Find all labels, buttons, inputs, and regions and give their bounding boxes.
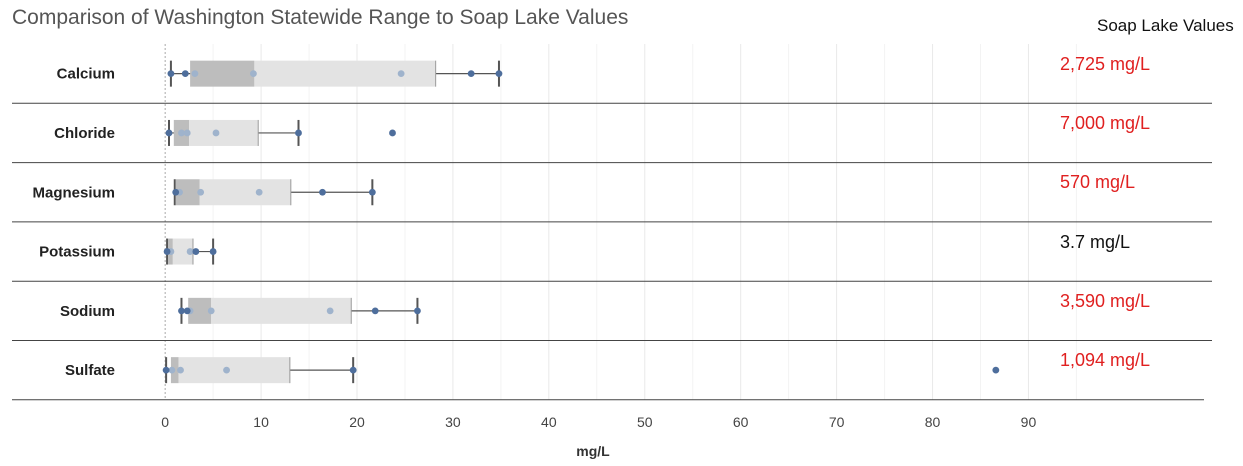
data-point-light [186,248,194,255]
data-point-light [207,307,215,315]
data-point [389,129,396,137]
data-point [349,366,357,374]
data-point [368,188,376,196]
data-point-light [250,70,257,78]
x-tick-label: 0 [161,414,169,430]
x-tick-label: 80 [925,414,941,430]
data-point [167,70,175,78]
data-point-light [212,129,220,137]
data-point [319,188,326,196]
data-point [414,307,421,315]
data-point-light [255,188,263,196]
data-point [467,70,475,78]
category-label: Sodium [60,303,115,320]
row-chloride: Chloride [12,119,1212,164]
data-point [295,129,302,137]
category-label: Chloride [54,125,115,142]
data-point-light [397,70,405,78]
soap-lake-value-calcium: 2,725 mg/L [1060,53,1151,74]
data-point-light [191,70,199,78]
box-upper-half [178,357,290,384]
data-point-light [177,366,184,374]
data-point-light [183,129,191,137]
row-potassium: Potassium [12,238,1212,282]
data-point [163,248,171,255]
data-point-light [178,129,185,137]
x-tick-label: 20 [349,414,365,430]
data-point [209,248,217,255]
data-point [371,307,379,315]
category-label: Calcium [57,66,115,83]
box-upper-half [254,60,436,87]
box-lower-half [188,297,212,324]
x-axis-ticks: 0 10 20 30 40 50 60 70 80 90 [161,414,1036,430]
box-upper-half [199,179,291,206]
data-point-light [326,307,334,315]
soap-lake-values-header: Soap Lake Values [1097,16,1234,35]
data-point [495,70,503,78]
category-label: Potassium [39,244,115,261]
x-tick-label: 60 [733,414,749,430]
data-point [172,188,180,196]
soap-lake-value-chloride: 7,000 mg/L [1060,112,1151,133]
category-label: Magnesium [32,184,115,201]
soap-lake-value-magnesium: 570 mg/L [1060,172,1136,193]
row-magnesium: Magnesium [12,179,1212,223]
x-tick-label: 40 [541,414,557,430]
soap-lake-value-potassium: 3.7 mg/L [1060,231,1131,252]
x-axis-label: mg/L [576,443,610,459]
chart-title: Comparison of Washington Statewide Range… [12,6,629,29]
data-point [181,70,189,78]
box-lower-half [175,179,200,206]
box-upper-half [189,119,259,146]
data-point [178,307,185,315]
row-sodium: Sodium [12,297,1212,341]
data-point [165,129,173,137]
data-point-light [168,366,176,374]
x-tick-label: 50 [637,414,653,430]
row-calcium: Calcium [12,60,1212,104]
x-tick-label: 30 [445,414,461,430]
box-lower-half [190,60,255,87]
soap-lake-value-sodium: 3,590 mg/L [1060,290,1151,311]
data-point [183,307,191,315]
data-point-light [197,188,205,196]
x-tick-label: 10 [253,414,269,430]
category-label: Sulfate [65,362,115,379]
data-point [192,248,200,255]
category-rows: Calcium Chloride Magnesium Potassium Sodium S… [12,60,1212,401]
box-upper-half [172,238,193,265]
x-tick-label: 90 [1021,414,1037,430]
data-point-light [223,366,230,374]
data-point [162,366,170,374]
x-tick-label: 70 [829,414,845,430]
soap-lake-value-sulfate: 1,094 mg/L [1060,350,1151,371]
row-sulfate: Sulfate [12,357,1204,401]
data-point [992,366,1000,374]
